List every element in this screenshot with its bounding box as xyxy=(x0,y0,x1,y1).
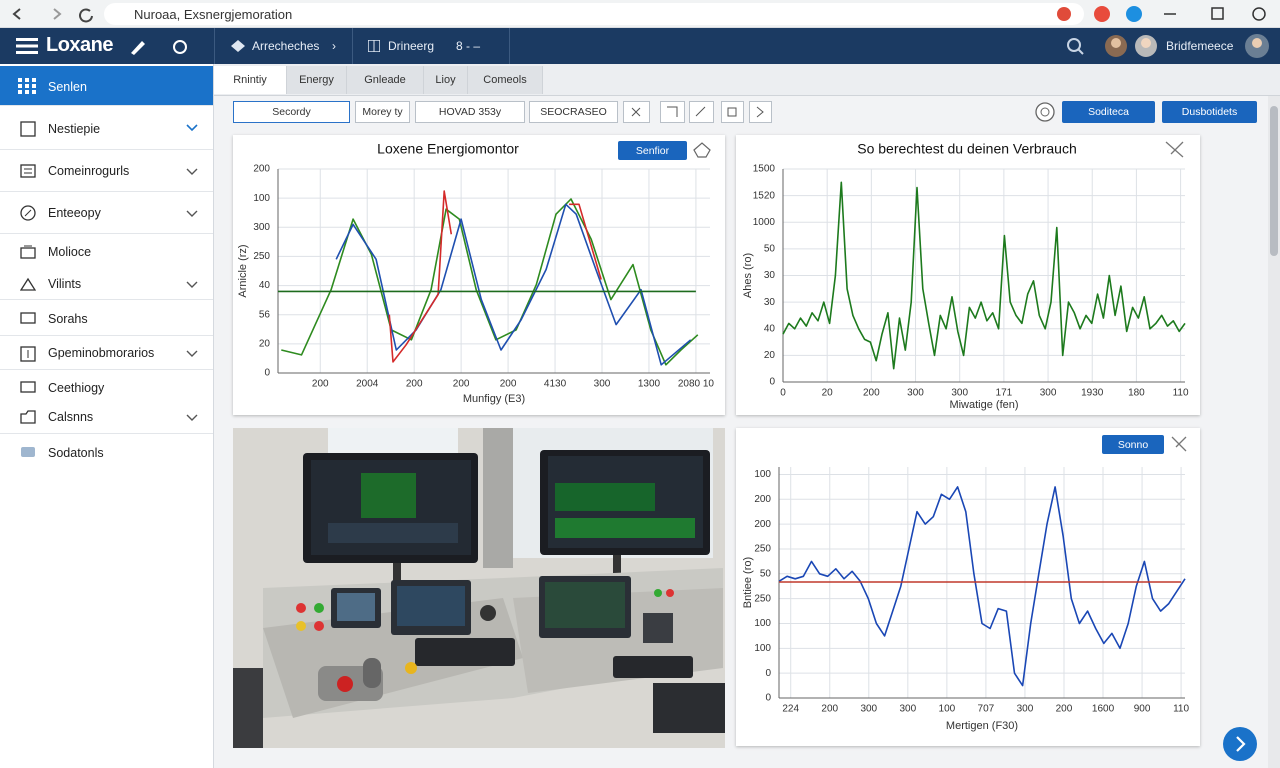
sidebar-item[interactable]: Comeinrogurls xyxy=(0,150,213,192)
sidebar-label: Molioce xyxy=(48,245,92,259)
toolbar-field[interactable]: SEOCRASEO xyxy=(529,101,618,123)
nav-item[interactable]: Arrecheches xyxy=(252,39,320,53)
toolbar-field[interactable]: Secordy xyxy=(233,101,350,123)
browser-controls[interactable] xyxy=(8,5,98,23)
tab[interactable]: Rnintiy xyxy=(214,66,287,94)
sidebar-item[interactable]: Calsnns xyxy=(0,402,213,434)
panel-icon[interactable] xyxy=(692,141,712,159)
sidebar: Senlen Nestiepie Comeinrogurls Enteeopy … xyxy=(0,64,214,768)
search-icon[interactable] xyxy=(1066,37,1086,55)
sidebar-label: Nestiepie xyxy=(48,122,101,136)
nav-chevron: › xyxy=(332,39,336,53)
nav-item[interactable]: 8 - – xyxy=(456,39,481,53)
nav-icon xyxy=(368,40,380,52)
sidebar-label: Sodatonls xyxy=(48,446,104,460)
sidebar-item[interactable]: Enteeopy xyxy=(0,192,213,234)
app-header: Loxane Arrecheches › Drineerg 8 - – Brid… xyxy=(0,28,1280,64)
browser-bar: Nuroaa, Exsnergjemoration xyxy=(0,0,1280,28)
sidebar-item[interactable]: Gpeminobmorarios xyxy=(0,336,213,370)
avatars[interactable] xyxy=(1104,33,1160,59)
sidebar-label: Ceethiogy xyxy=(48,381,105,395)
header-tools[interactable] xyxy=(128,37,198,57)
sidebar-label: Comeinrogurls xyxy=(48,164,130,178)
sidebar-item[interactable]: Senlen xyxy=(0,66,213,106)
settings-icon[interactable] xyxy=(1034,101,1056,123)
close-icon[interactable] xyxy=(1170,435,1188,453)
sidebar-label: Calsnns xyxy=(48,410,94,424)
scrollbar[interactable] xyxy=(1268,96,1280,768)
browser-icons[interactable] xyxy=(1050,4,1275,24)
sidebar-item[interactable]: Vilints xyxy=(0,268,213,300)
tab[interactable]: Gnleade xyxy=(347,66,424,94)
close-icon[interactable] xyxy=(1164,140,1186,160)
menu-icon[interactable] xyxy=(16,38,38,54)
control-room-photo xyxy=(233,428,725,748)
toolbar-button[interactable]: Dusbotidets xyxy=(1162,101,1257,123)
panel-button[interactable]: Sonno xyxy=(1102,435,1164,454)
sidebar-label: Vilints xyxy=(48,277,82,291)
user-avatar[interactable] xyxy=(1244,33,1270,59)
toolbar-button[interactable]: Soditeca xyxy=(1062,101,1155,123)
sidebar-label: Senlen xyxy=(48,80,87,94)
sidebar-item[interactable]: Sorahs xyxy=(0,300,213,336)
chart-panel xyxy=(233,135,725,415)
sidebar-item[interactable]: Sodatonls xyxy=(0,434,213,470)
sidebar-label: Sorahs xyxy=(48,312,88,326)
sidebar-item[interactable]: Molioce xyxy=(0,234,213,268)
user-name[interactable]: Bridfemeece xyxy=(1166,39,1234,53)
url-bar[interactable]: Nuroaa, Exsnergjemoration xyxy=(104,3,1084,25)
chart-panel xyxy=(736,135,1200,415)
toolbar-field[interactable]: HOVAD 353y xyxy=(415,101,525,123)
brand[interactable]: Loxane xyxy=(46,34,114,56)
tab[interactable]: Comeols xyxy=(468,66,543,94)
toolbar-field[interactable]: Morey ty xyxy=(355,101,410,123)
sidebar-label: Enteeopy xyxy=(48,206,101,220)
toolbar-icons[interactable] xyxy=(623,101,775,123)
nav-icon xyxy=(231,40,245,52)
tab[interactable]: Energy xyxy=(287,66,347,94)
sidebar-item[interactable]: Nestiepie xyxy=(0,108,213,150)
chart-panel xyxy=(736,428,1200,746)
sidebar-item[interactable]: Ceethiogy xyxy=(0,370,213,402)
nav-item[interactable]: Drineerg xyxy=(388,39,435,53)
tab[interactable]: Lioy xyxy=(424,66,468,94)
sidebar-label: Gpeminobmorarios xyxy=(48,346,155,360)
panel-button[interactable]: Senfior xyxy=(618,141,687,160)
fab-button[interactable] xyxy=(1222,726,1258,762)
